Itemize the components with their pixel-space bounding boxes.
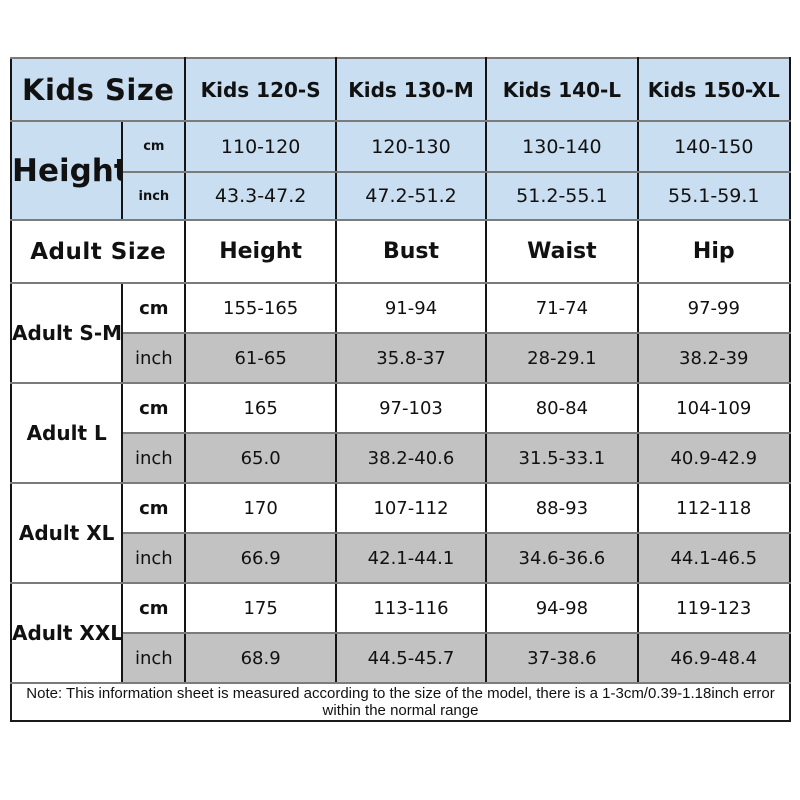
size-value-cell: 130-140 [485,120,639,173]
size-value-cell: 47.2-51.2 [334,171,488,221]
height-label-cell: Height [9,120,124,221]
size-value-cell: 40.9-42.9 [636,432,792,484]
size-value-cell: 35.8-37 [334,332,488,384]
kids-col-header-120s: Kids 120-S [184,57,337,122]
kids-col-header-140l: Kids 140-L [485,57,639,122]
size-value-cell: 37-38.6 [485,632,639,684]
size-value-cell: 175 [184,582,337,634]
adult-col-header-waist: Waist [485,219,639,284]
size-value-cell: 112-118 [636,482,792,534]
size-value-cell: 120-130 [334,120,488,173]
size-value-cell: 28-29.1 [485,332,639,384]
adult-row-label-sm: Adult S-M [9,282,124,384]
kids-col-header-150xl: Kids 150-XL [636,57,792,122]
size-chart-table: Kids Size Kids 120-S Kids 130-M Kids 140… [9,57,792,722]
adult-row-label-l: Adult L [9,382,124,484]
adult-size-header-cell: Adult Size [9,219,187,284]
size-value-cell: 140-150 [636,120,792,173]
size-value-cell: 68.9 [184,632,337,684]
size-value-cell: 66.9 [184,532,337,584]
unit-cell-inch: inch [121,171,187,221]
size-value-cell: 119-123 [636,582,792,634]
unit-cell-inch: inch [121,432,187,484]
adult-row-label-xxl: Adult XXL [9,582,124,684]
size-value-cell: 94-98 [485,582,639,634]
kids-header-row: Kids Size Kids 120-S Kids 130-M Kids 140… [9,57,792,122]
adult-header-row: Adult Size Height Bust Waist Hip [9,219,792,284]
size-value-cell: 97-103 [334,382,488,434]
size-value-cell: 71-74 [485,282,639,334]
unit-cell-cm: cm [121,120,187,173]
size-value-cell: 38.2-40.6 [334,432,488,484]
size-value-cell: 170 [184,482,337,534]
kids-col-header-130m: Kids 130-M [334,57,488,122]
size-value-cell: 43.3-47.2 [184,171,337,221]
adult-col-header-bust: Bust [334,219,488,284]
unit-cell-cm: cm [121,282,187,334]
size-value-cell: 65.0 [184,432,337,484]
size-value-cell: 38.2-39 [636,332,792,384]
size-value-cell: 31.5-33.1 [485,432,639,484]
size-value-cell: 104-109 [636,382,792,434]
size-value-cell: 113-116 [334,582,488,634]
adult-xl-inch-row: inch 66.9 42.1-44.1 34.6-36.6 44.1-46.5 [11,532,792,584]
unit-cell-cm: cm [121,382,187,434]
size-value-cell: 155-165 [184,282,337,334]
size-value-cell: 42.1-44.1 [334,532,488,584]
size-chart: Kids Size Kids 120-S Kids 130-M Kids 140… [9,57,792,722]
size-value-cell: 51.2-55.1 [485,171,639,221]
adult-xxl-cm-row: Adult XXL cm 175 113-116 94-98 119-123 [9,582,792,684]
unit-cell-cm: cm [121,482,187,534]
size-value-cell: 55.1-59.1 [636,171,792,221]
size-value-cell: 165 [184,382,337,434]
kids-height-cm-row: Height cm 110-120 120-130 130-140 140-15… [9,120,792,221]
size-value-cell: 88-93 [485,482,639,534]
unit-cell-inch: inch [121,332,187,384]
adult-sm-cm-row: Adult S-M cm 155-165 91-94 71-74 97-99 [9,282,792,384]
note-row: Note: This information sheet is measured… [10,682,791,722]
note-text: Note: This information sheet is measured… [10,682,791,722]
adult-l-inch-row: inch 65.0 38.2-40.6 31.5-33.1 40.9-42.9 [11,432,792,484]
adult-col-header-hip: Hip [636,219,792,284]
size-value-cell: 34.6-36.6 [485,532,639,584]
size-value-cell: 44.1-46.5 [636,532,792,584]
size-value-cell: 44.5-45.7 [334,632,488,684]
unit-cell-cm: cm [121,582,187,634]
kids-size-header-cell: Kids Size [9,57,187,122]
adult-xxl-inch-row: inch 68.9 44.5-45.7 37-38.6 46.9-48.4 [11,632,792,684]
adult-col-header-height: Height [184,219,337,284]
adult-l-cm-row: Adult L cm 165 97-103 80-84 104-109 [9,382,792,484]
adult-xl-cm-row: Adult XL cm 170 107-112 88-93 112-118 [9,482,792,584]
unit-cell-inch: inch [121,632,187,684]
size-value-cell: 61-65 [184,332,337,384]
adult-sm-inch-row: inch 61-65 35.8-37 28-29.1 38.2-39 [11,332,792,384]
size-value-cell: 46.9-48.4 [636,632,792,684]
kids-height-inch-row: inch 43.3-47.2 47.2-51.2 51.2-55.1 55.1-… [11,171,792,221]
unit-cell-inch: inch [121,532,187,584]
adult-row-label-xl: Adult XL [9,482,124,584]
size-value-cell: 97-99 [636,282,792,334]
size-value-cell: 107-112 [334,482,488,534]
size-value-cell: 91-94 [334,282,488,334]
size-value-cell: 110-120 [184,120,337,173]
size-value-cell: 80-84 [485,382,639,434]
